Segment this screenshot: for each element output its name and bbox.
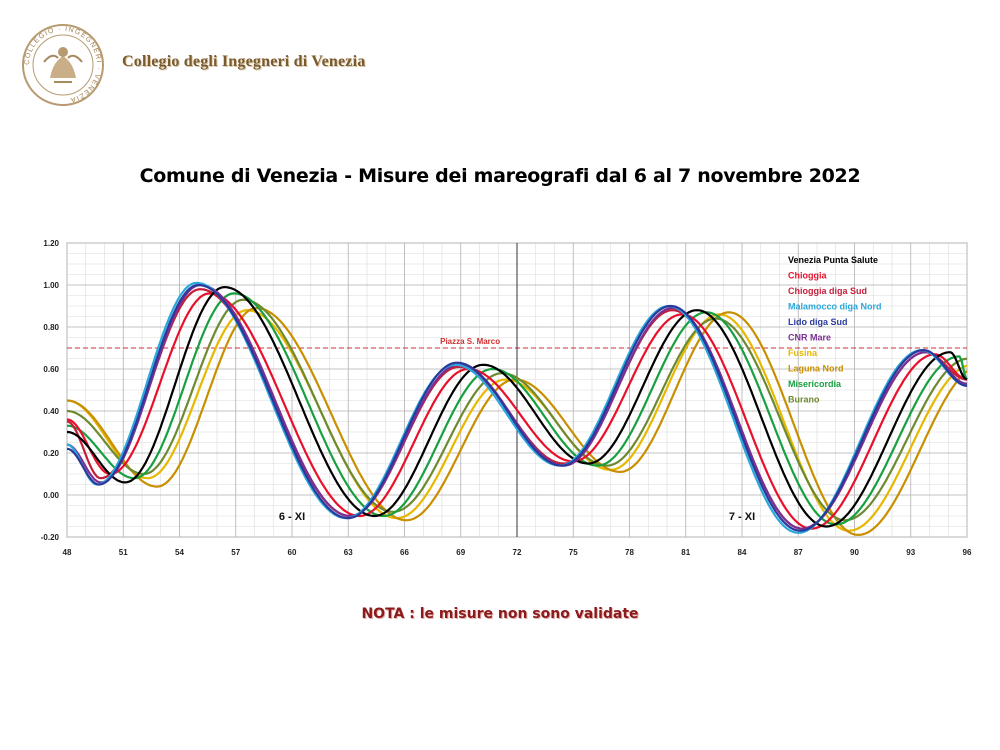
x-tick-label: 51 bbox=[119, 548, 128, 557]
reference-line-label: Piazza S. Marco bbox=[440, 337, 500, 346]
day-labels: 6 - XI 7 - XI bbox=[279, 511, 755, 523]
y-tick-label: 0.80 bbox=[43, 323, 59, 332]
legend-entry: Chioggia bbox=[788, 271, 827, 281]
x-tick-label: 54 bbox=[175, 548, 184, 557]
validation-note: NOTA : le misure non sono validate bbox=[361, 606, 639, 622]
x-tick-label: 63 bbox=[344, 548, 353, 557]
x-tick-label: 72 bbox=[513, 548, 522, 557]
x-tick-label: 75 bbox=[569, 548, 578, 557]
legend-entry: Misericordia bbox=[788, 379, 842, 389]
x-tick-label: 96 bbox=[963, 548, 972, 557]
series-line-4 bbox=[66, 283, 968, 532]
x-tick-label: 78 bbox=[625, 548, 634, 557]
legend-entry: Burano bbox=[788, 395, 820, 405]
x-tick-label: 87 bbox=[794, 548, 803, 557]
series-lines bbox=[66, 281, 968, 536]
legend-entry: Fusina bbox=[788, 348, 818, 358]
x-tick-label: 69 bbox=[456, 548, 465, 557]
day-label: 7 - XI bbox=[729, 511, 755, 523]
x-tick-label: 48 bbox=[63, 548, 72, 557]
y-axis-ticks: -0.20 0.00 0.20 0.40 0.60 0.80 1.00 1.20 bbox=[41, 239, 60, 542]
x-tick-label: 57 bbox=[231, 548, 240, 557]
legend-entry: Malamocco diga Nord bbox=[788, 302, 882, 312]
x-tick-label: 60 bbox=[288, 548, 297, 557]
tide-gauge-chart: -0.20 0.00 0.20 0.40 0.60 0.80 1.00 1.20 48 51 54… bbox=[41, 239, 972, 557]
y-tick-label: 1.00 bbox=[43, 281, 59, 290]
legend-entry: Lido diga Sud bbox=[788, 317, 848, 327]
legend-entry: CNR Mare bbox=[788, 333, 831, 343]
x-tick-label: 93 bbox=[906, 548, 915, 557]
legend-entry: Chioggia diga Sud bbox=[788, 286, 867, 296]
y-tick-label: 0.20 bbox=[43, 449, 59, 458]
x-tick-label: 66 bbox=[400, 548, 409, 557]
college-seal-logo: COLLEGIO · INGEGNERI · VENEZIA bbox=[22, 24, 104, 106]
y-tick-label: 0.40 bbox=[43, 407, 59, 416]
series-line-8 bbox=[66, 292, 968, 526]
x-tick-label: 81 bbox=[681, 548, 690, 557]
legend-entry: Laguna Nord bbox=[788, 364, 844, 374]
y-tick-label: 0.60 bbox=[43, 365, 59, 374]
y-tick-label: -0.20 bbox=[41, 533, 60, 542]
organization-name: Collegio degli Ingegneri di Venezia bbox=[122, 53, 366, 70]
y-tick-label: 0.00 bbox=[43, 491, 59, 500]
x-tick-label: 90 bbox=[850, 548, 859, 557]
series-line-9 bbox=[66, 298, 968, 522]
x-tick-label: 84 bbox=[738, 548, 747, 557]
legend: Venezia Punta Salute Chioggia Chioggia dig… bbox=[788, 255, 882, 405]
x-axis-ticks: 48 51 54 57 60 63 66 69 72 75 78 81 84 87 90 93 96 bbox=[63, 548, 972, 557]
day-label: 6 - XI bbox=[279, 511, 305, 523]
legend-entry: Venezia Punta Salute bbox=[788, 255, 878, 265]
page-title: Comune di Venezia - Misure dei mareograf… bbox=[139, 165, 861, 187]
series-line-7 bbox=[66, 307, 968, 536]
y-tick-label: 1.20 bbox=[43, 239, 59, 248]
